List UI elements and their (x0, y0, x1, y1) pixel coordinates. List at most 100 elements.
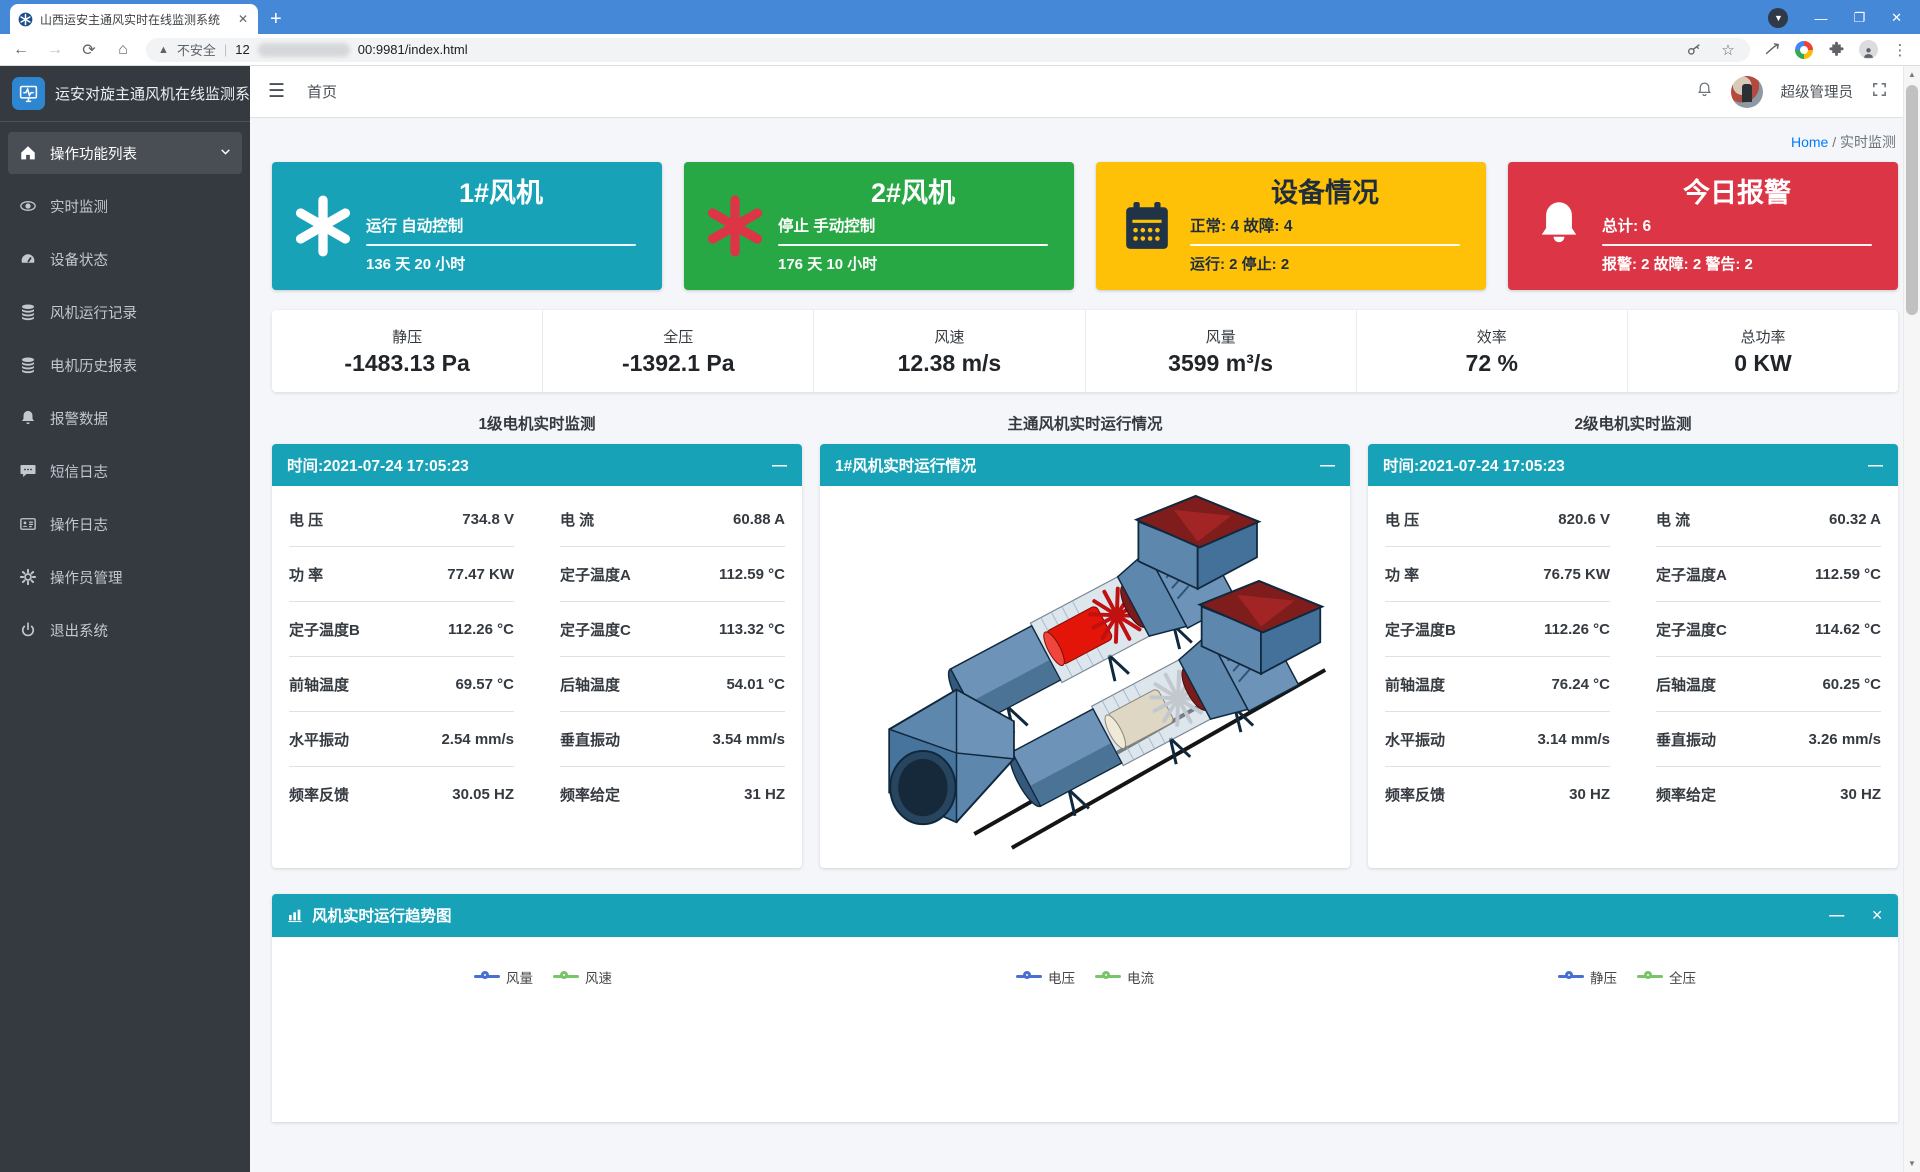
collapse-minus-icon[interactable]: — (1868, 456, 1883, 474)
legend-label: 电流 (1127, 970, 1154, 986)
hamburger-menu-icon[interactable]: ☰ (268, 81, 286, 102)
sidebar-item-realtime-monitor[interactable]: 实时监测 (8, 185, 242, 227)
sidebar-item-fan-run-records[interactable]: 风机运行记录 (8, 291, 242, 333)
metric-label: 功 率 (1385, 566, 1420, 584)
sidebar-item-label: 电机历史报表 (50, 358, 137, 375)
sidebar-item-label: 退出系统 (50, 623, 108, 640)
id-card-icon (18, 514, 38, 534)
metric-value: 113.32 °C (718, 620, 785, 638)
sidebar-item-label: 报警数据 (50, 411, 108, 428)
chevron-down-icon (219, 145, 232, 162)
browser-menu-kebab-icon[interactable]: ⋮ (1892, 41, 1908, 59)
browser-tab[interactable]: 山西运安主通风实时在线监测系统 ✕ (10, 4, 258, 34)
panel-motor1: 时间:2021-07-24 17:05:23 — 电 压 734.8 V 电 流 6… (272, 444, 802, 868)
tab-title: 山西运安主通风实时在线监测系统 (40, 12, 221, 27)
section-title-motor1: 1级电机实时监测 (478, 416, 596, 433)
power-icon (18, 620, 38, 640)
card-footer: 176 天 10 小时 (778, 255, 878, 273)
url-suffix: 00:9981/index.html (357, 42, 468, 57)
metric-label: 定子温度B (289, 621, 360, 639)
legend-current[interactable]: 电流 (1095, 967, 1154, 987)
legend-air-volume[interactable]: 风量 (474, 967, 533, 987)
legend-total-pressure[interactable]: 全压 (1637, 967, 1696, 987)
scrollbar-thumb[interactable] (1906, 85, 1918, 315)
metric-value: 30 HZ (1840, 785, 1881, 803)
metric-label: 定子温度A (560, 566, 631, 584)
sidebar-brand[interactable]: 运安对旋主通风机在线监测系统 (0, 66, 250, 122)
sidebar-item-exit-system[interactable]: 退出系统 (8, 609, 242, 651)
trend-panel-title: 风机实时运行趋势图 (312, 908, 452, 926)
stat-total-power: 总功率 0 KW (1628, 310, 1898, 392)
legend-static-pressure[interactable]: 静压 (1558, 967, 1617, 987)
trend-chart-area: 风量 风速 电压 (272, 937, 1898, 1122)
legend-voltage[interactable]: 电压 (1016, 967, 1075, 987)
window-restore-icon[interactable]: ❐ (1853, 10, 1866, 25)
user-name[interactable]: 超级管理员 (1780, 85, 1854, 101)
scroll-down-icon[interactable]: ▼ (1908, 1159, 1916, 1168)
card-title: 设备情况 (1271, 178, 1379, 209)
browser-addressbar: ← → ⟳ ⌂ ▲ 不安全 | 12 00:9981/index.html ☆ … (0, 34, 1920, 66)
url-bar[interactable]: ▲ 不安全 | 12 00:9981/index.html ☆ (146, 37, 1750, 62)
stat-value: 0 KW (1734, 349, 1792, 376)
sidebar-item-motor-history-report[interactable]: 电机历史报表 (8, 344, 242, 386)
back-icon[interactable]: ← (13, 40, 29, 58)
stat-value: -1483.13 Pa (344, 349, 470, 376)
collapse-minus-icon[interactable]: — (772, 456, 787, 474)
window-minimize-icon[interactable]: — (1814, 10, 1828, 26)
forward-icon[interactable]: → (47, 40, 63, 58)
card-today-alarms: 今日报警 总计: 6 报警: 2 故障: 2 警告: 2 (1508, 162, 1898, 290)
bookmark-star-icon[interactable]: ☆ (1721, 41, 1735, 59)
scroll-up-icon[interactable]: ▲ (1908, 70, 1916, 79)
user-avatar[interactable] (1730, 75, 1763, 108)
translate-icon[interactable] (1762, 40, 1782, 60)
metric-value: 31 HZ (744, 785, 785, 803)
stat-value: -1392.1 Pa (621, 349, 735, 376)
stat-static-pressure: 静压 -1483.13 Pa (272, 310, 544, 392)
metric-value: 3.14 mm/s (1537, 730, 1610, 748)
close-icon[interactable]: ✕ (1871, 906, 1883, 923)
notifications-bell-icon[interactable] (1696, 81, 1713, 103)
tab-close-icon[interactable]: ✕ (237, 12, 248, 26)
sidebar-item-alarm-data[interactable]: 报警数据 (8, 397, 242, 439)
sidebar-item-label: 操作员管理 (50, 570, 123, 587)
sidebar-item-sms-log[interactable]: 短信日志 (8, 450, 242, 492)
sidebar-item-operation-log[interactable]: 操作日志 (8, 503, 242, 545)
breadcrumb-current: 实时监测 (1840, 134, 1896, 150)
new-tab-button[interactable]: + (270, 8, 282, 30)
tab-home-page[interactable]: 首页 (307, 84, 338, 101)
profile-avatar-icon[interactable] (1858, 40, 1878, 60)
window-menu-icon[interactable]: ▼ (1768, 8, 1789, 28)
collapse-minus-icon[interactable]: — (1320, 456, 1335, 474)
metric-value: 77.47 KW (447, 565, 514, 583)
sidebar-item-label: 操作功能列表 (50, 146, 137, 163)
collapse-minus-icon[interactable]: — (1829, 906, 1845, 924)
card-subtitle: 停止 手动控制 (778, 217, 876, 235)
panel-fan-visual: 1#风机实时运行情况 — (820, 444, 1350, 868)
metric-label: 前轴温度 (289, 676, 350, 694)
security-label: 不安全 (176, 43, 216, 58)
window-close-icon[interactable]: ✕ (1891, 10, 1902, 25)
legend-wind-speed[interactable]: 风速 (553, 967, 612, 987)
sidebar-item-label: 操作日志 (50, 517, 108, 534)
sidebar-item-operator-management[interactable]: 操作员管理 (8, 556, 242, 598)
password-key-icon[interactable] (1684, 40, 1704, 60)
page-scrollbar[interactable]: ▲ ▼ (1903, 66, 1920, 1172)
fullscreen-icon[interactable] (1871, 81, 1888, 103)
sidebar-item-function-list[interactable]: 操作功能列表 (8, 132, 242, 174)
card-footer: 报警: 2 故障: 2 警告: 2 (1602, 255, 1753, 273)
home-icon[interactable]: ⌂ (118, 40, 128, 58)
metric-label: 后轴温度 (1656, 676, 1717, 694)
stat-label: 风速 (934, 328, 965, 346)
card-fan2-status: 2#风机 停止 手动控制 176 天 10 小时 (684, 162, 1074, 290)
extension-colorwheel-icon[interactable] (1794, 40, 1814, 60)
breadcrumb: Home / 实时监测 (272, 132, 1896, 152)
legend-label: 静压 (1590, 970, 1617, 986)
extensions-puzzle-icon[interactable] (1826, 40, 1846, 60)
reload-icon[interactable]: ⟳ (82, 41, 96, 59)
metric-value: 820.6 V (1558, 510, 1610, 528)
sidebar-item-device-status[interactable]: 设备状态 (8, 238, 242, 280)
breadcrumb-home-link[interactable]: Home (1790, 134, 1829, 150)
legend-label: 全压 (1669, 970, 1696, 986)
metric-value: 76.24 °C (1551, 675, 1610, 693)
metric-label: 电 压 (289, 511, 324, 529)
